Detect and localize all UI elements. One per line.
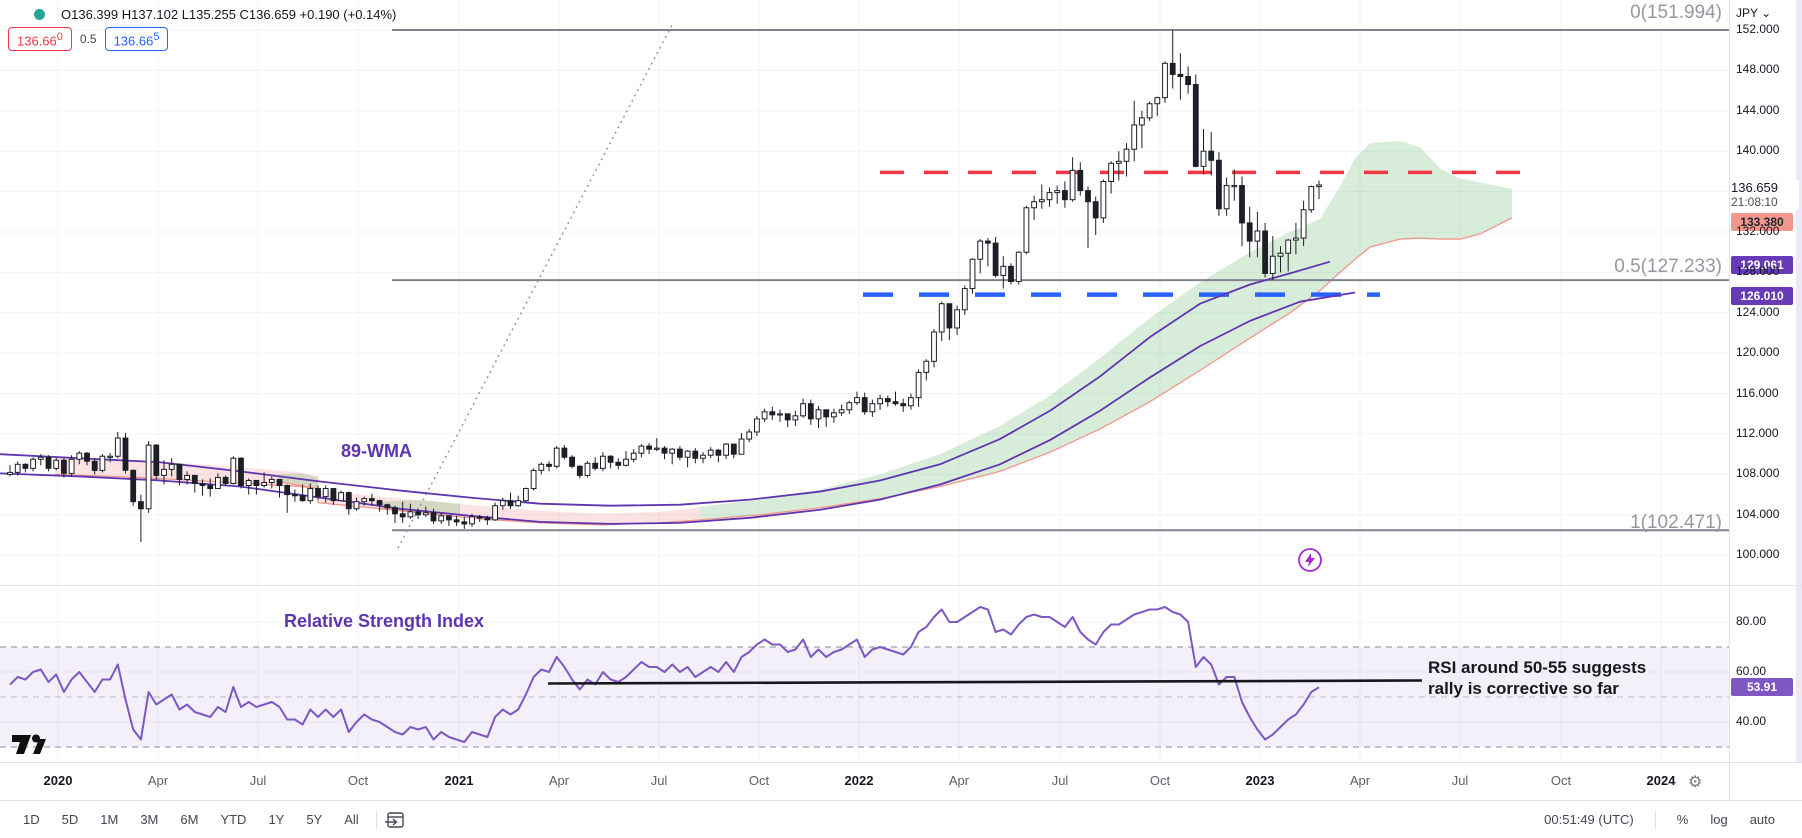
time-tick-2023[interactable]: 2023	[1245, 773, 1275, 788]
range-buttons: 1D 5D 1M 3M 6M YTD 1Y 5Y All	[14, 808, 368, 831]
percent-scale-button[interactable]: %	[1676, 812, 1689, 827]
time-tick-Oct[interactable]: Oct	[1149, 773, 1171, 788]
rsi-note-annotation[interactable]: RSI around 50-55 suggests rally is corre…	[1428, 658, 1647, 698]
time-tick-2020[interactable]: 2020	[43, 773, 73, 788]
price-tick-104: 104.000	[1736, 506, 1780, 521]
time-tick-2022[interactable]: 2022	[844, 773, 874, 788]
price-tick-100: 100.000	[1736, 547, 1780, 562]
range-button-YTD[interactable]: YTD	[220, 812, 247, 827]
range-button-3M[interactable]: 3M	[140, 812, 159, 827]
fib-05-label[interactable]: 0.5(127.233)	[1614, 256, 1722, 277]
time-tick-2021[interactable]: 2021	[444, 773, 474, 788]
rsi-tick-40: 40.00	[1736, 714, 1767, 728]
fib-1-label[interactable]: 1(102.471)	[1630, 512, 1722, 533]
wma-annotation[interactable]: 89-WMA	[341, 441, 412, 461]
candlestick-series	[7, 30, 1322, 543]
time-axis-separator	[0, 762, 1802, 763]
price-tick-108: 108.000	[1736, 466, 1780, 481]
time-tick-Jul[interactable]: Jul	[1051, 773, 1069, 788]
senkou-b-line	[277, 480, 319, 490]
time-tick-Jul[interactable]: Jul	[1451, 773, 1469, 788]
range-button-All[interactable]: All	[344, 812, 359, 827]
price-tick-112: 112.000	[1736, 426, 1779, 440]
price-tick-124: 124.000	[1736, 304, 1780, 319]
sell-bid-button[interactable]: 136.660	[8, 27, 72, 52]
bottom-toolbar: 1D 5D 1M 3M 6M YTD 1Y 5Y All 00:51:49 (UTC) % lo…	[0, 800, 1802, 838]
symbol-legend: O136.399 H137.102 L135.255 C136.659 +0.1…	[34, 7, 396, 22]
chevron-down-icon: ⌄	[1761, 6, 1772, 20]
time-tick-Jul[interactable]: Jul	[249, 773, 267, 788]
ohlc-readout: O136.399 H137.102 L135.255 C136.659 +0.1…	[61, 7, 397, 22]
price-tick-116: 116.000	[1736, 385, 1779, 400]
time-tick-Apr[interactable]: Apr	[1349, 773, 1371, 788]
time-tick-2024[interactable]: 2024	[1646, 773, 1676, 788]
current-price-value: 136.659	[1731, 180, 1778, 195]
time-tick-Apr[interactable]: Apr	[548, 773, 570, 788]
price-tick-140: 140.000	[1736, 143, 1780, 158]
ichimoku-cloud-pink	[55, 457, 700, 525]
range-button-1Y[interactable]: 1Y	[268, 812, 285, 827]
price-tick-148: 148.000	[1736, 62, 1780, 77]
dotted-trendline[interactable]	[397, 24, 673, 549]
time-tick-Apr[interactable]: Apr	[948, 773, 970, 788]
range-button-5Y[interactable]: 5Y	[306, 812, 323, 827]
89-WMA-line[interactable]	[0, 260, 1331, 507]
price-tick-144: 144.000	[1736, 102, 1780, 117]
fib-0-label[interactable]: 0(151.994)	[1630, 2, 1722, 23]
go-to-date-icon[interactable]	[384, 810, 407, 830]
price-tick-152: 152.000	[1736, 22, 1780, 36]
toolbar-right: 00:51:49 (UTC) % log auto	[1535, 808, 1784, 831]
price-tick-132: 132.000	[1736, 224, 1780, 238]
price-badge-126.010: 126.010	[1731, 287, 1793, 305]
log-scale-button[interactable]: log	[1710, 812, 1728, 827]
range-button-5D[interactable]: 5D	[61, 812, 79, 827]
time-tick-Apr[interactable]: Apr	[147, 773, 169, 788]
time-tick-Oct[interactable]: Oct	[1550, 773, 1572, 788]
price-axis-separator	[1729, 0, 1730, 800]
range-button-6M[interactable]: 6M	[180, 812, 199, 827]
price-badge-129.061: 129.061	[1731, 256, 1793, 274]
time-tick-Jul[interactable]: Jul	[650, 773, 668, 788]
current-price-label: 136.659 21:08:10	[1731, 180, 1799, 210]
ichimoku-cloud-green	[380, 499, 460, 515]
rsi-pane-title[interactable]: Relative Strength Index	[284, 611, 485, 631]
ichimoku-cloud-green	[700, 141, 1512, 520]
buy-ask-button[interactable]: 136.665	[104, 27, 169, 52]
price-badge-53.91: 53.91	[1731, 678, 1793, 696]
market-status-dot[interactable]	[34, 9, 45, 20]
toolbar-divider	[375, 809, 377, 830]
rsi-tick-60: 60.00	[1736, 664, 1767, 678]
price-badge-133.380: 133.380	[1731, 213, 1793, 231]
right-edge-strip	[1796, 0, 1802, 762]
range-button-1D[interactable]: 1D	[23, 812, 40, 827]
price-tick-128: 128.000	[1736, 264, 1780, 279]
price-tick-120: 120.000	[1736, 345, 1780, 360]
tradingview-logo[interactable]	[12, 733, 48, 757]
auto-scale-button[interactable]: auto	[1749, 812, 1775, 827]
spread-value: 0.5	[79, 32, 97, 47]
pane-separator[interactable]	[0, 585, 1802, 586]
senkou-b-line	[54, 473, 701, 526]
currency-selector[interactable]: JPY ⌄	[1736, 6, 1772, 20]
rsi-tick-80: 80.00	[1736, 614, 1767, 628]
toolbar-divider	[1654, 809, 1656, 830]
time-tick-Oct[interactable]: Oct	[748, 773, 770, 788]
gear-icon[interactable]: ⚙	[1688, 774, 1703, 791]
bid-ask-row: 136.660 0.5 136.665	[8, 27, 169, 52]
range-button-1M[interactable]: 1M	[100, 812, 119, 827]
rsi-line[interactable]	[9, 606, 1320, 743]
bar-countdown: 21:08:10	[1731, 195, 1778, 209]
lightning-event-icon[interactable]	[1298, 548, 1322, 572]
clock-readout[interactable]: 00:51:49 (UTC)	[1544, 812, 1634, 827]
rsi-trendline[interactable]	[547, 679, 1423, 685]
time-tick-Oct[interactable]: Oct	[347, 773, 369, 788]
senkou-b-line	[699, 217, 1513, 521]
